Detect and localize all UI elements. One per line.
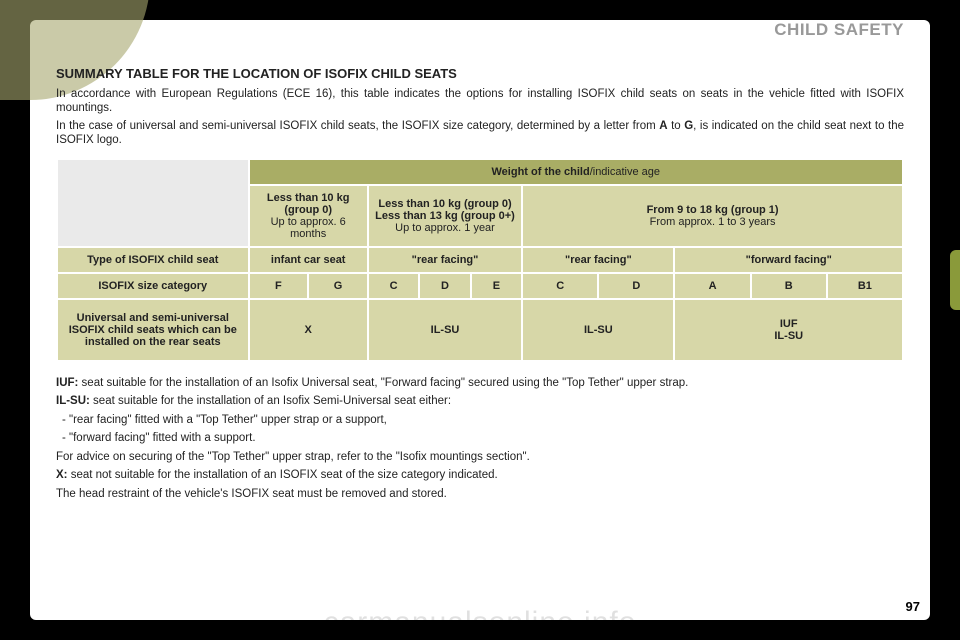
size-val-6: D: [599, 274, 673, 298]
legend-bullet-2: - "forward facing" fitted with a support…: [56, 431, 904, 447]
size-val-3: D: [420, 274, 469, 298]
isofix-table: Weight of the child/indicative age Less …: [56, 158, 904, 362]
intro-text: In accordance with European Regulations …: [56, 87, 904, 148]
size-val-7: A: [675, 274, 749, 298]
manual-page: CHILD SAFETY SUMMARY TABLE FOR THE LOCAT…: [30, 20, 930, 620]
legend-block: IUF: seat suitable for the installation …: [56, 376, 904, 503]
weight-col-2: Less than 10 kg (group 0) Less than 13 k…: [369, 186, 521, 246]
weight-col-3: From 9 to 18 kg (group 1) From approx. 1…: [523, 186, 902, 246]
page-title: SUMMARY TABLE FOR THE LOCATION OF ISOFIX…: [56, 66, 904, 81]
legend-ilsu: IL-SU: seat suitable for the installatio…: [56, 394, 904, 410]
row-type-label: Type of ISOFIX child seat: [58, 248, 248, 272]
legend-headrest: The head restraint of the vehicle's ISOF…: [56, 487, 904, 503]
row-size-label: ISOFIX size category: [58, 274, 248, 298]
section-header: CHILD SAFETY: [774, 20, 904, 40]
legend-advice: For advice on securing of the "Top Tethe…: [56, 450, 904, 466]
weight-col-1: Less than 10 kg (group 0) Up to approx. …: [250, 186, 367, 246]
type-val-0: infant car seat: [250, 248, 367, 272]
type-val-3: "forward facing": [675, 248, 902, 272]
univ-val-2: IL-SU: [523, 300, 673, 360]
univ-val-0: X: [250, 300, 367, 360]
size-val-0: F: [250, 274, 308, 298]
legend-bullet-1: - "rear facing" fitted with a "Top Tethe…: [56, 413, 904, 429]
univ-val-1: IL-SU: [369, 300, 521, 360]
intro-p2: In the case of universal and semi-univer…: [56, 119, 904, 148]
page-content: SUMMARY TABLE FOR THE LOCATION OF ISOFIX…: [56, 66, 904, 502]
intro-p1: In accordance with European Regulations …: [56, 87, 904, 116]
univ-val-3: IUF IL-SU: [675, 300, 902, 360]
size-val-8: B: [752, 274, 826, 298]
row-univ-label: Universal and semi-universal ISOFIX chil…: [58, 300, 248, 360]
table-blank-cell: [58, 160, 248, 246]
type-val-2: "rear facing": [523, 248, 673, 272]
size-val-4: E: [472, 274, 521, 298]
type-val-1: "rear facing": [369, 248, 521, 272]
legend-x: X: seat not suitable for the installatio…: [56, 468, 904, 484]
size-val-2: C: [369, 274, 418, 298]
size-val-1: G: [309, 274, 367, 298]
size-val-5: C: [523, 274, 597, 298]
table-top-header: Weight of the child/indicative age: [250, 160, 902, 184]
page-number: 97: [906, 599, 920, 614]
chapter-tab: 5: [950, 250, 960, 310]
legend-iuf: IUF: seat suitable for the installation …: [56, 376, 904, 392]
size-val-9: B1: [828, 274, 902, 298]
